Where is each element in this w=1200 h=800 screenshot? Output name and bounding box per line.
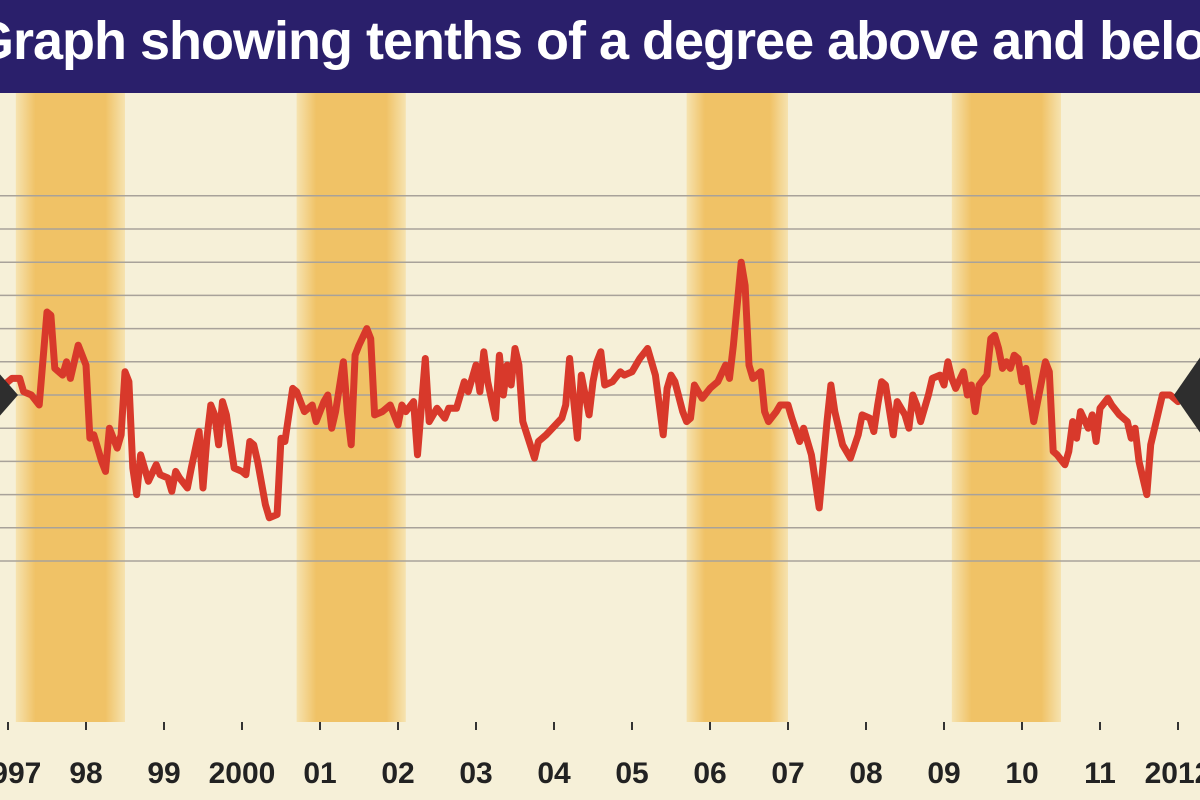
x-tick-label: 2000 xyxy=(209,757,276,790)
shaded-period-0 xyxy=(15,93,125,722)
x-tick-label: 03 xyxy=(459,757,492,790)
shaded-period-3 xyxy=(951,93,1061,722)
x-tick-label: 98 xyxy=(69,757,102,790)
x-tick-label: 07 xyxy=(771,757,804,790)
x-tick-label: 09 xyxy=(927,757,960,790)
x-tick-label: 1997 xyxy=(0,757,41,790)
gridlines xyxy=(0,195,1200,562)
line-chart: 1997 98 99 2000 01 02 03 04 05 06 07 08 09 10 11 2012 xyxy=(0,93,1200,790)
x-axis: 1997 98 99 2000 01 02 03 04 05 06 07 08 09 10 11 2012 xyxy=(0,722,1200,790)
x-tick-label: 06 xyxy=(693,757,726,790)
x-tick-label: 01 xyxy=(303,757,336,790)
x-tick-label: 11 xyxy=(1084,757,1116,790)
x-tick-label: 08 xyxy=(849,757,882,790)
shaded-period-2 xyxy=(686,93,788,722)
x-tick-label: 10 xyxy=(1005,757,1038,790)
left-reference-marker xyxy=(0,374,18,416)
chart-title: Graph showing tenths of a degree above a… xyxy=(0,11,1200,71)
x-tick-label: 99 xyxy=(147,757,180,790)
x-tick-label: 2012 xyxy=(1145,757,1200,790)
right-reference-marker xyxy=(1174,357,1200,433)
x-tick-label: 05 xyxy=(615,757,648,790)
title-banner: Graph showing tenths of a degree above a… xyxy=(0,0,1200,93)
temperature-line xyxy=(0,258,1186,522)
x-tick-label: 02 xyxy=(381,757,414,790)
x-tick-label: 04 xyxy=(537,757,571,790)
